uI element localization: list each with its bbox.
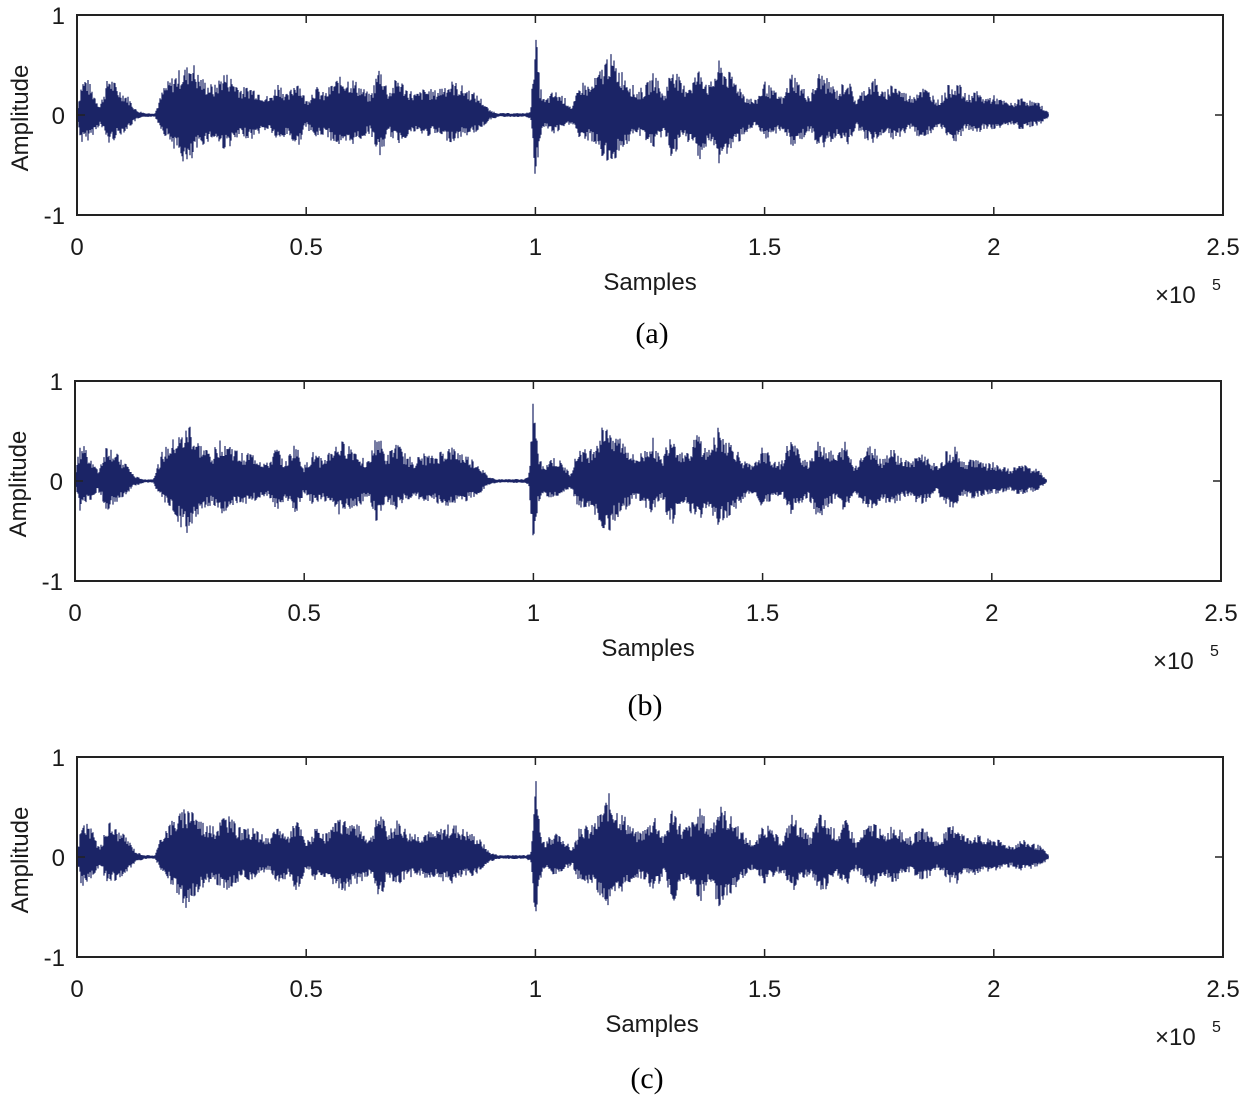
waveform-series-c-0 <box>76 781 1049 912</box>
x-tick-label-c-1: 0.5 <box>290 976 323 1003</box>
x-ticks-b: 0 0.5 1 1.5 2 2.5 <box>68 381 1238 627</box>
x-multiplier-b: ×10 5 <box>1153 643 1219 675</box>
x-tick-label-b-0: 0 <box>68 600 81 627</box>
y-tick-label-a-2: -1 <box>44 203 65 230</box>
x-tick-label-c-3: 1.5 <box>748 976 781 1003</box>
y-tick-label-a-0: 1 <box>52 3 65 30</box>
x-tick-label-b-1: 0.5 <box>288 600 321 627</box>
y-axis-label-a: Amplitude <box>7 65 34 172</box>
x-axis-label-a: Samples <box>603 269 696 296</box>
y-axis-label-b: Amplitude <box>5 431 32 538</box>
y-tick-label-c-2: -1 <box>44 945 65 972</box>
caption-b: (b) <box>628 689 663 722</box>
x-multiplier-base-a: ×10 <box>1155 282 1196 309</box>
x-tick-label-c-5: 2.5 <box>1206 976 1239 1003</box>
y-tick-label-c-1: 0 <box>52 845 65 872</box>
y-tick-label-c-0: 1 <box>52 745 65 772</box>
panel-b: 0 0.5 1 1.5 2 2.5 10-1 Amplitude Samples ×10 … <box>5 369 1238 722</box>
x-tick-label-a-3: 1.5 <box>748 234 781 261</box>
x-multiplier-exp-c: 5 <box>1212 1019 1221 1036</box>
x-tick-label-a-1: 0.5 <box>290 234 323 261</box>
waveform-c <box>76 781 1049 912</box>
panel-a: 0 0.5 1 1.5 2 2.5 10-1 Amplitude Samples ×10 … <box>7 3 1240 350</box>
x-multiplier-exp-b: 5 <box>1210 643 1219 660</box>
y-ticks-c: 1 0 -1 <box>44 745 1223 972</box>
x-multiplier-c: ×10 5 <box>1155 1019 1221 1051</box>
x-tick-label-b-4: 2 <box>985 600 998 627</box>
x-ticks-c: 0 0.5 1 1.5 2 2.5 <box>70 757 1240 1003</box>
y-axis-label-c: Amplitude <box>7 807 34 914</box>
caption-c: (c) <box>630 1062 663 1095</box>
y-tick-label-b-1: 0 <box>50 469 63 496</box>
x-ticks-a: 0 0.5 1 1.5 2 2.5 <box>70 15 1240 261</box>
x-axis-label-c: Samples <box>605 1011 698 1038</box>
panel-c: 0 0.5 1 1.5 2 2.5 10-1 Amplitude Samples ×10 … <box>7 745 1240 1095</box>
waveform-a <box>76 39 1049 174</box>
waveform-series-a-0 <box>76 39 1049 174</box>
x-tick-label-a-0: 0 <box>70 234 83 261</box>
waveform-b <box>74 403 1047 536</box>
x-tick-label-c-2: 1 <box>529 976 542 1003</box>
y-ticks-b: 1 0 -1 <box>42 369 1221 596</box>
x-tick-label-c-4: 2 <box>987 976 1000 1003</box>
x-tick-label-b-3: 1.5 <box>746 600 779 627</box>
waveform-series-b-0 <box>74 403 1047 536</box>
y-tick-label-a-1: 0 <box>52 103 65 130</box>
x-multiplier-base-c: ×10 <box>1155 1024 1196 1051</box>
x-tick-label-b-2: 1 <box>527 600 540 627</box>
caption-a: (a) <box>635 317 668 350</box>
x-tick-label-a-2: 1 <box>529 234 542 261</box>
x-tick-label-c-0: 0 <box>70 976 83 1003</box>
x-multiplier-exp-a: 5 <box>1212 277 1221 294</box>
y-tick-label-b-2: -1 <box>42 569 63 596</box>
x-tick-label-a-5: 2.5 <box>1206 234 1239 261</box>
x-tick-label-a-4: 2 <box>987 234 1000 261</box>
y-ticks-a: 1 0 -1 <box>44 3 1223 230</box>
x-tick-label-b-5: 2.5 <box>1204 600 1237 627</box>
x-multiplier-base-b: ×10 <box>1153 648 1194 675</box>
x-multiplier-a: ×10 5 <box>1155 277 1221 309</box>
y-tick-label-b-0: 1 <box>50 369 63 396</box>
x-axis-label-b: Samples <box>601 635 694 662</box>
